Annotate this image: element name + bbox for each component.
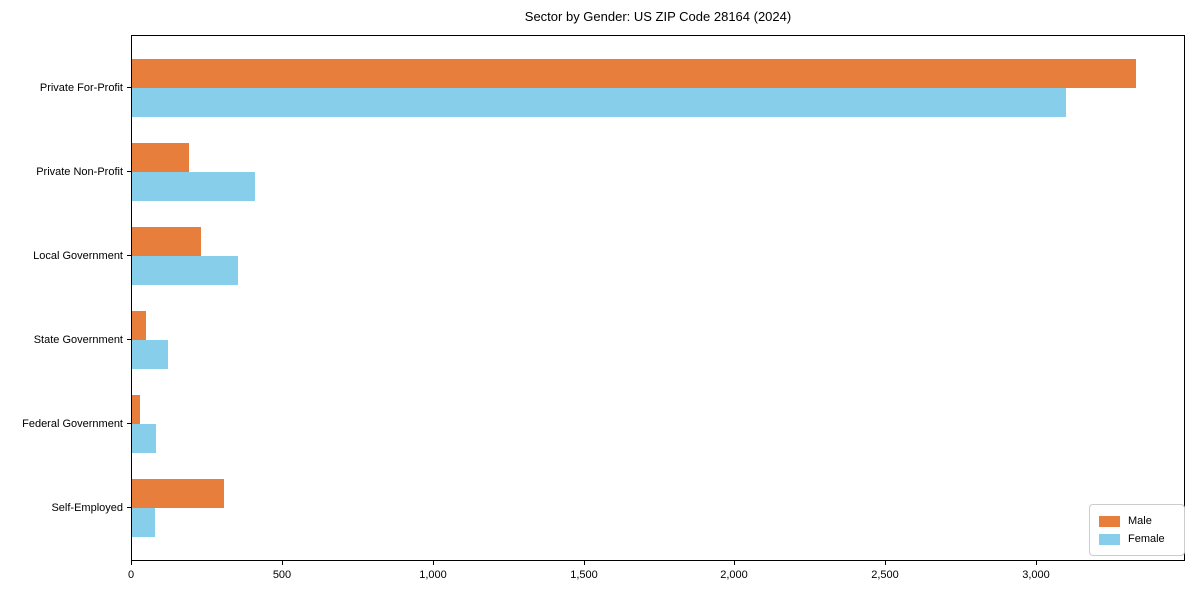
legend-label: Male: [1128, 515, 1152, 527]
bar-female: [132, 340, 168, 369]
legend-item: Female: [1099, 533, 1175, 545]
x-tick: [584, 561, 585, 565]
y-tick: [127, 423, 131, 424]
x-tick: [734, 561, 735, 565]
y-tick-label: Local Government: [33, 250, 123, 262]
bar-male: [132, 395, 140, 424]
chart-title: Sector by Gender: US ZIP Code 28164 (202…: [524, 9, 792, 24]
x-tick-label: 2,000: [720, 569, 748, 581]
bar-female: [132, 172, 255, 201]
bar-female: [132, 508, 155, 537]
x-tick-label: 2,500: [871, 569, 899, 581]
y-tick: [127, 171, 131, 172]
y-tick-label: Federal Government: [22, 418, 123, 430]
y-tick-label: State Government: [33, 334, 123, 346]
legend-swatch-male: [1099, 515, 1120, 527]
y-tick: [127, 507, 131, 508]
bar-female: [132, 256, 238, 285]
x-tick-label: 0: [127, 569, 135, 581]
bar-female: [132, 88, 1066, 117]
x-tick-label: 500: [272, 569, 292, 581]
y-tick: [127, 255, 131, 256]
bar-male: [132, 311, 146, 340]
legend-swatch-female: [1099, 533, 1120, 545]
x-tick-label: 3,000: [1022, 569, 1050, 581]
legend: Male Female: [1089, 504, 1185, 556]
x-tick-label: 1,000: [419, 569, 447, 581]
y-tick: [127, 339, 131, 340]
legend-label: Female: [1128, 533, 1165, 545]
plot-area: [131, 35, 1185, 561]
x-tick: [433, 561, 434, 565]
bar-male: [132, 227, 201, 256]
x-tick: [131, 561, 132, 565]
y-tick: [127, 87, 131, 88]
legend-item: Male: [1099, 515, 1175, 527]
bar-male: [132, 479, 224, 508]
bar-female: [132, 424, 156, 453]
x-tick: [282, 561, 283, 565]
bar-male: [132, 59, 1136, 88]
x-tick: [1036, 561, 1037, 565]
bar-male: [132, 143, 189, 172]
x-tick: [885, 561, 886, 565]
y-tick-label: Private For-Profit: [39, 82, 123, 94]
y-tick-label: Self-Employed: [51, 502, 123, 514]
x-tick-label: 1,500: [570, 569, 598, 581]
y-tick-label: Private Non-Profit: [36, 166, 123, 178]
